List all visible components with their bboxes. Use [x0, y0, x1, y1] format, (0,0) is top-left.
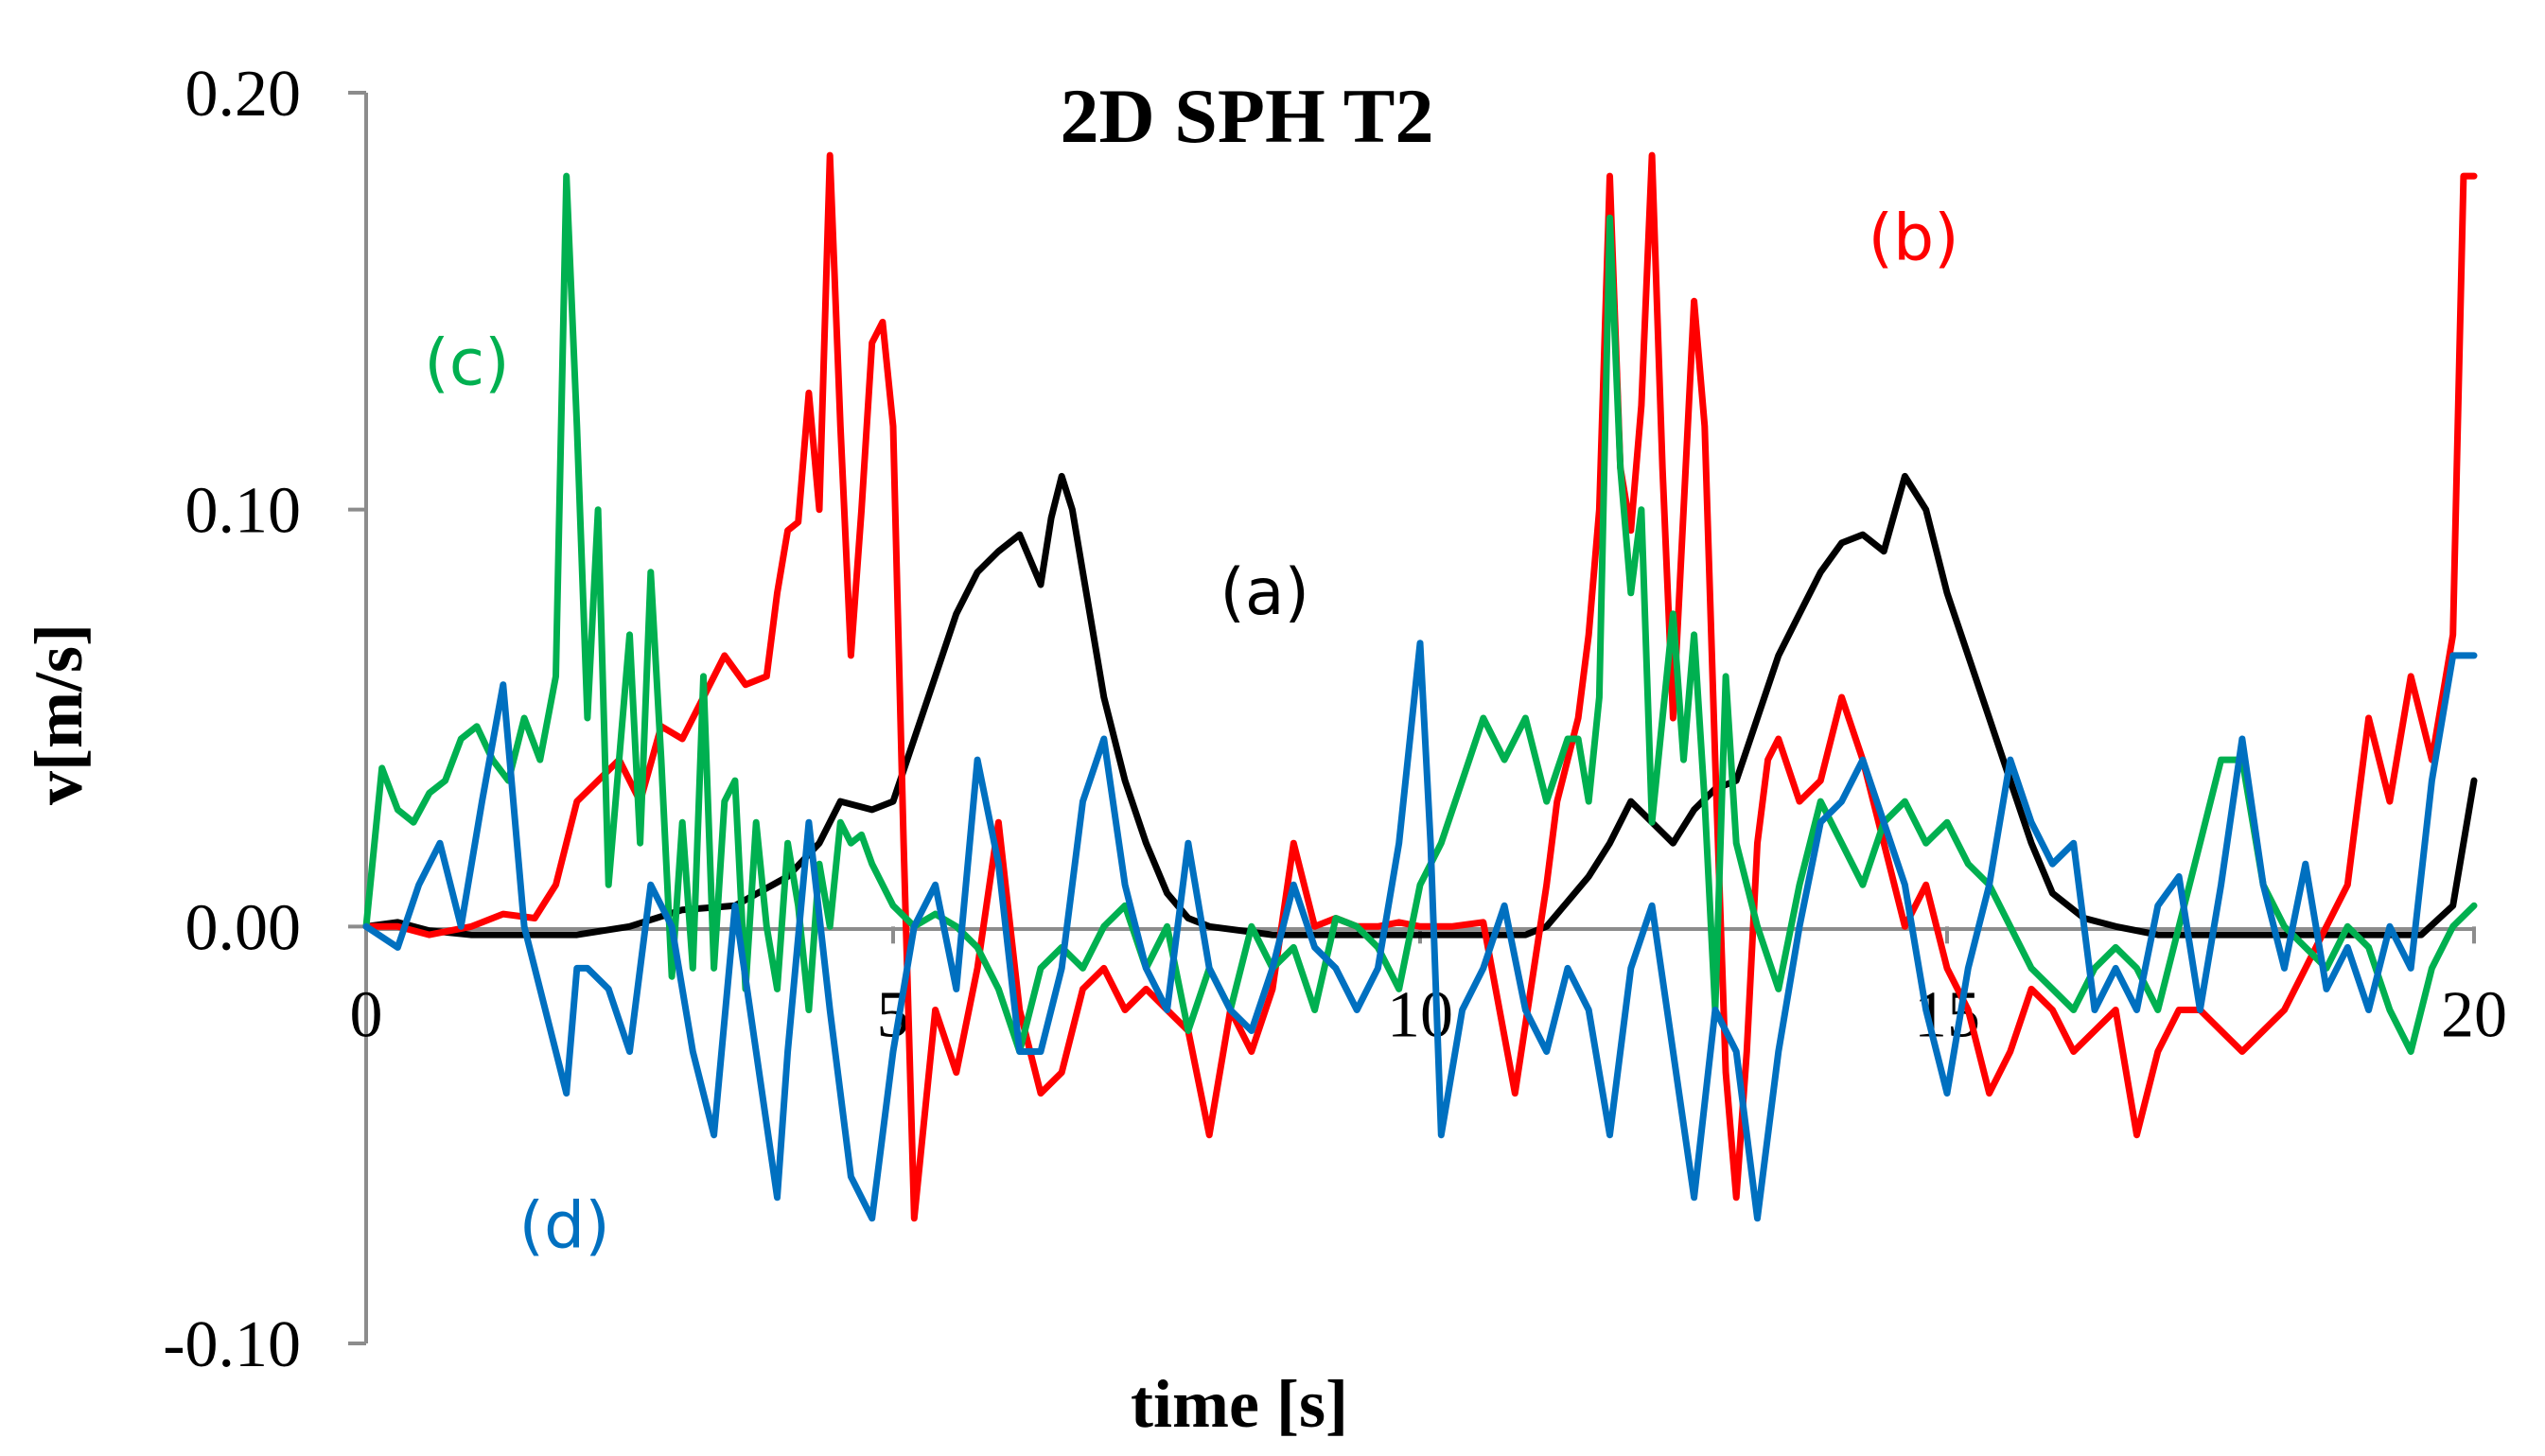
x-tick-label: 20	[2441, 978, 2507, 1051]
y-axis-label: v[m/s]	[21, 623, 97, 805]
y-tick-label: -0.10	[163, 1308, 301, 1381]
y-axis-ticks: 0.20 0.10 0.00 -0.10	[163, 58, 366, 1381]
series-line-2	[362, 172, 2478, 1055]
series-line-3	[362, 640, 2478, 1222]
series-label-2: (c)	[424, 325, 509, 400]
series-label-0: (a)	[1220, 555, 1309, 630]
chart-title: 2D SPH T2	[1061, 73, 1434, 159]
y-tick-label: 0.20	[185, 58, 302, 131]
series-label-1: (b)	[1868, 201, 1958, 275]
x-axis-label: time [s]	[1131, 1366, 1348, 1442]
x-axis-ticks: 0 5 10 15 20	[350, 926, 2507, 1051]
y-tick-label: 0.00	[185, 891, 302, 964]
series-line-1	[362, 151, 2478, 1222]
series-lines	[362, 151, 2478, 1222]
series-label-3: (d)	[519, 1189, 610, 1264]
y-tick-label: 0.10	[185, 475, 302, 548]
series-labels: (a) (b) (c) (d)	[424, 201, 1958, 1263]
x-tick-label: 0	[350, 978, 383, 1051]
